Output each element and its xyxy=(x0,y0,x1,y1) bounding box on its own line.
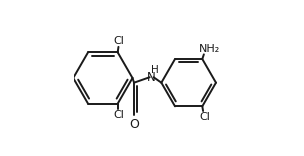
Text: O: O xyxy=(129,117,139,131)
Text: NH₂: NH₂ xyxy=(199,44,220,54)
Text: Cl: Cl xyxy=(113,110,124,120)
Text: Cl: Cl xyxy=(199,112,210,122)
Text: Cl: Cl xyxy=(114,36,125,46)
Text: H: H xyxy=(151,65,159,75)
Text: N: N xyxy=(147,71,156,84)
